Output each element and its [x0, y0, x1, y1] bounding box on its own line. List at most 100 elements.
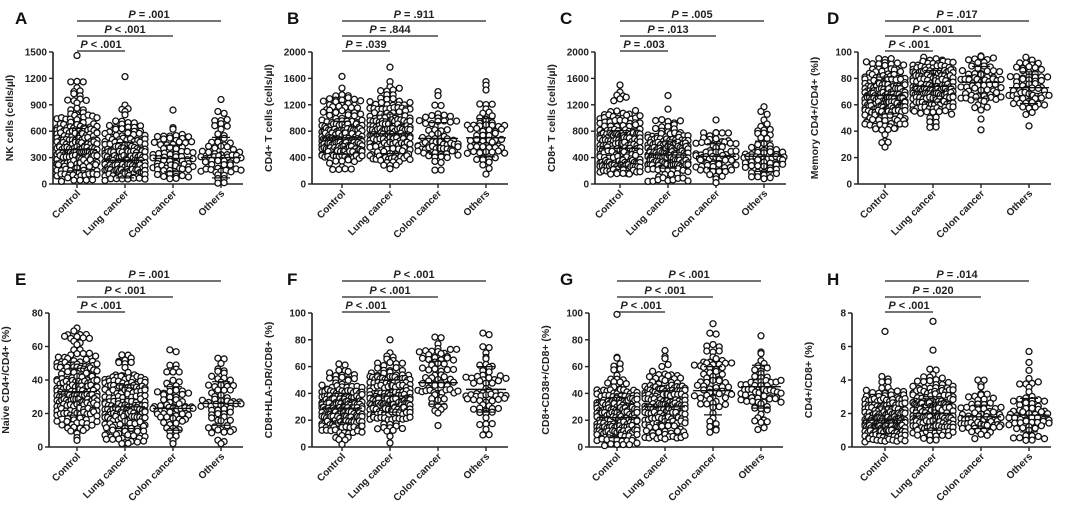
data-point — [358, 428, 366, 436]
y-tick-label: 600 — [30, 127, 47, 138]
data-point — [715, 390, 723, 398]
data-point — [462, 373, 470, 381]
data-point — [479, 329, 487, 337]
p-value-label: P < .001 — [644, 285, 685, 297]
data-point — [881, 131, 889, 139]
data-point — [661, 346, 669, 355]
data-point — [64, 174, 72, 182]
data-point — [893, 387, 902, 395]
y-axis-label: NK cells (cells/µl) — [4, 75, 16, 162]
x-tick-label: Control — [590, 451, 623, 484]
data-point — [338, 157, 346, 165]
data-point — [418, 379, 427, 388]
x-tick-label: Lung cancer — [81, 451, 131, 501]
x-tick-label: Others — [737, 451, 768, 482]
data-point — [102, 435, 111, 443]
p-value-label: P < .001 — [620, 300, 661, 312]
data-point — [715, 403, 723, 411]
data-point — [469, 379, 478, 387]
data-point — [763, 110, 771, 118]
data-point — [1043, 73, 1052, 81]
y-tick-label: 2000 — [284, 48, 307, 59]
data-point — [718, 129, 726, 137]
panel-letter: H — [827, 270, 839, 289]
data-point — [214, 410, 222, 418]
data-point — [766, 174, 774, 182]
data-point — [971, 434, 979, 443]
data-point — [223, 122, 231, 130]
data-point — [1019, 424, 1027, 432]
data-point — [214, 130, 222, 138]
data-point — [997, 83, 1005, 92]
data-point — [989, 67, 998, 75]
data-point — [636, 168, 644, 176]
data-point — [488, 148, 496, 156]
data-point — [332, 157, 340, 165]
y-tick-label: 40 — [295, 389, 307, 400]
p-value-label: P = .001 — [128, 9, 169, 21]
data-point — [690, 361, 699, 369]
data-point — [619, 169, 627, 178]
x-tick-label: Colon cancer — [392, 188, 445, 241]
p-value: = .844 — [377, 24, 412, 36]
data-point — [73, 104, 81, 112]
data-point — [415, 116, 424, 125]
data-point — [1009, 434, 1018, 442]
data-point — [916, 109, 925, 117]
data-point — [488, 379, 496, 387]
p-value: = .911 — [401, 9, 434, 21]
y-tick-label: 6 — [840, 342, 846, 353]
data-point — [741, 391, 750, 399]
data-point — [91, 161, 100, 169]
data-point — [335, 360, 343, 368]
y-tick-label: 0 — [37, 443, 43, 454]
data-point — [178, 390, 186, 399]
data-point — [712, 355, 720, 363]
data-point — [631, 121, 640, 129]
data-point — [418, 354, 427, 362]
data-point — [184, 173, 193, 181]
data-point — [997, 93, 1005, 101]
data-point — [358, 390, 366, 399]
p-value-label: P < .001 — [369, 285, 410, 297]
data-point — [1040, 397, 1049, 405]
x-tick-label: Others — [1005, 451, 1036, 482]
p-value-label: P = .017 — [936, 9, 977, 21]
p-value: = .003 — [631, 39, 665, 51]
data-point — [377, 87, 385, 95]
data-point — [715, 347, 723, 355]
data-point — [718, 363, 726, 372]
data-point — [112, 125, 120, 133]
data-point — [479, 161, 487, 169]
y-tick-label: 400 — [572, 153, 589, 164]
data-point — [57, 177, 66, 186]
data-point — [217, 95, 225, 104]
data-point — [881, 61, 889, 70]
group-dots-3 — [197, 95, 245, 187]
data-point — [214, 157, 222, 165]
data-point — [79, 78, 87, 86]
data-point — [721, 394, 730, 402]
data-point — [437, 334, 445, 342]
data-point — [901, 437, 909, 445]
p-value: < .001 — [88, 300, 122, 312]
y-tick-label: 40 — [841, 127, 853, 138]
data-point — [938, 431, 946, 439]
data-point — [696, 400, 705, 408]
data-point — [502, 374, 510, 382]
data-point — [862, 386, 871, 394]
data-point — [1019, 66, 1027, 75]
data-point — [319, 108, 328, 116]
data-point — [418, 364, 427, 372]
data-point — [664, 422, 672, 430]
data-point — [706, 428, 714, 436]
p-value-label: P < .001 — [912, 24, 953, 36]
data-point — [358, 152, 366, 160]
data-point — [1016, 434, 1024, 442]
data-point — [772, 169, 781, 178]
y-axis-label: Naive CD4+/CD4+ (%) — [0, 326, 12, 433]
data-point — [684, 160, 692, 169]
data-point — [977, 115, 985, 123]
data-point — [469, 147, 478, 156]
data-point — [944, 431, 953, 440]
